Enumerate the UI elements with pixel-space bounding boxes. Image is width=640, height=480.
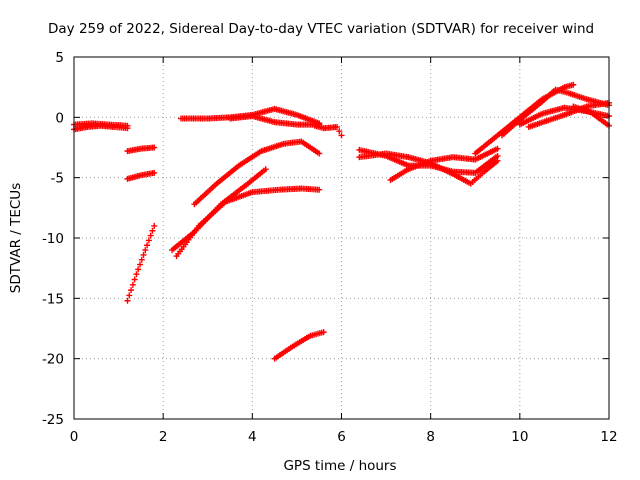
x-tick-label: 0 — [70, 429, 79, 445]
series-arc-15 — [387, 145, 501, 184]
data-point — [140, 251, 147, 258]
series-arc-9 — [173, 185, 323, 260]
series-arc-7 — [227, 113, 323, 128]
y-tick-label: 5 — [55, 50, 64, 66]
data-point — [151, 144, 158, 151]
x-tick-label: 4 — [248, 429, 257, 445]
data-point — [142, 247, 149, 254]
series-arc-18 — [516, 104, 612, 128]
data-point — [145, 237, 152, 244]
series-arc-6 — [178, 105, 323, 127]
y-tick-label: -15 — [42, 291, 64, 307]
x-tick-label: 6 — [337, 429, 346, 445]
data-point — [316, 150, 323, 157]
data-point — [149, 227, 156, 234]
data-point — [131, 276, 138, 283]
data-point — [494, 157, 501, 164]
x-tick-label: 12 — [600, 429, 617, 445]
series-arc-10 — [169, 166, 269, 254]
series-arc-3 — [124, 144, 158, 155]
data-point — [147, 232, 154, 239]
data-point — [135, 266, 142, 273]
y-tick-label: 0 — [55, 110, 64, 126]
data-point — [338, 132, 345, 139]
data-point — [336, 128, 343, 135]
data-point — [151, 169, 158, 176]
x-tick-label: 10 — [511, 429, 528, 445]
data-point — [151, 222, 158, 229]
data-point — [494, 145, 501, 152]
y-tick-label: -10 — [42, 231, 64, 247]
series-arc-8 — [191, 138, 323, 208]
data-points — [71, 81, 612, 362]
series-arc-2 — [71, 120, 131, 129]
plot-frame — [73, 56, 610, 420]
y-tick-label: -20 — [42, 352, 64, 368]
data-point — [129, 281, 136, 288]
x-axis-ticks: 0 2 4 6 8 10 12 — [70, 57, 618, 445]
x-axis-label: GPS time / hours — [283, 458, 396, 474]
x-tick-label: 2 — [159, 429, 168, 445]
y-axis-label: SDTVAR / TECUs — [8, 183, 24, 293]
series-arc-11 — [271, 329, 327, 362]
chart-title: Day 259 of 2022, Sidereal Day-to-day VTE… — [48, 21, 594, 37]
data-point — [124, 122, 131, 129]
data-point — [136, 261, 143, 268]
x-tick-label: 8 — [426, 429, 435, 445]
series-arc-20 — [525, 99, 612, 130]
data-point — [128, 287, 135, 294]
data-point — [138, 256, 145, 263]
data-point — [126, 292, 133, 299]
y-tick-label: -5 — [51, 171, 64, 187]
data-point — [144, 242, 151, 249]
series-arc-4 — [124, 169, 158, 182]
series-arc-17 — [499, 86, 612, 139]
series-arc-5 — [124, 222, 158, 304]
y-axis-ticks: 5 0 -5 -10 -15 -20 -25 — [42, 50, 609, 428]
data-point — [316, 186, 323, 193]
series-arc-12 — [311, 122, 345, 139]
y-tick-label: -25 — [42, 412, 64, 428]
data-point — [124, 297, 131, 304]
data-point — [133, 271, 140, 278]
data-point — [334, 123, 341, 130]
data-point — [570, 81, 577, 88]
data-point — [262, 166, 269, 173]
data-point — [320, 329, 327, 336]
